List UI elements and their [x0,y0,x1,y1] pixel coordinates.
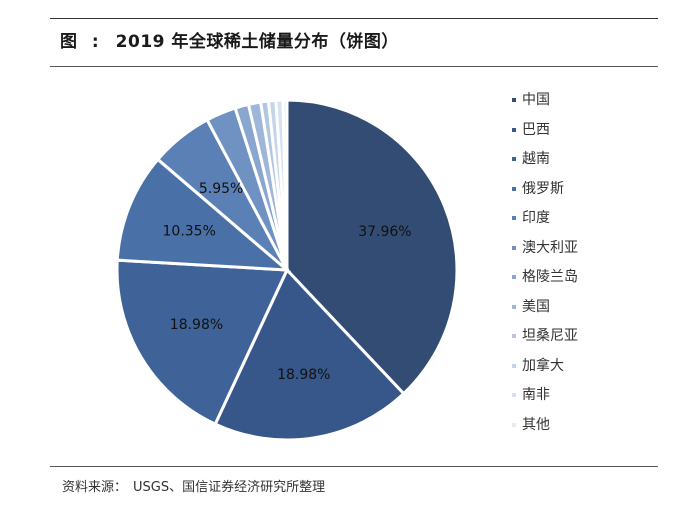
legend-label: 格陵兰岛 [522,269,578,285]
legend-label: 中国 [522,92,550,108]
legend-label: 美国 [522,298,550,315]
pie-slice-2 [115,258,290,427]
legend-label: 南非 [522,387,550,403]
pie-slice-label-2: 18.98% [170,317,223,333]
source-note: 资料来源： USGS、国信证券经济研究所整理 [62,476,325,495]
figure-title-text: 2019 年全球稀土储量分布（饼图） [115,32,399,52]
legend-item: 美国 [512,297,578,327]
legend-item: 加拿大 [512,356,578,386]
pie-slice-11 [281,98,289,271]
legend-label: 澳大利亚 [522,239,578,256]
pie-slice-label-1: 18.98% [277,367,330,383]
footer-rule [50,466,658,467]
legend-swatch [512,304,516,309]
legend-swatch [512,157,516,161]
pie-slice-label-3: 10.35% [163,224,216,240]
legend-swatch [512,393,516,397]
legend-swatch [512,245,516,250]
top-rule [50,18,658,19]
pie-slice-0 [285,98,459,396]
pie-slice-label-0: 37.96% [358,224,411,240]
legend-item: 格陵兰岛 [512,267,578,297]
legend-swatch [512,422,516,427]
source-text: USGS、国信证券经济研究所整理 [133,480,326,495]
pie-slice-3 [115,157,292,272]
pie-slice-1 [213,267,406,442]
legend-item: 越南 [512,149,578,179]
legend-label: 加拿大 [522,357,564,374]
legend-label: 坦桑尼亚 [522,328,578,344]
legend-item: 中国 [512,90,578,120]
legend-swatch [512,186,516,191]
legend-label: 巴西 [522,121,550,138]
figure-title-colon: : [91,32,100,52]
legend-swatch [512,275,516,279]
source-label: 资料来源： [62,480,128,495]
legend-item: 巴西 [512,120,578,150]
pie-slice-label-4: 5.95% [199,181,243,197]
chart-legend: 中国巴西越南俄罗斯印度澳大利亚格陵兰岛美国坦桑尼亚加拿大南非其他 [512,90,578,444]
figure-title: 图 : 2019 年全球稀土储量分布（饼图） [60,27,399,52]
legend-item: 其他 [512,415,578,445]
legend-label: 其他 [522,416,550,433]
legend-item: 坦桑尼亚 [512,326,578,356]
legend-swatch [512,216,516,220]
legend-item: 澳大利亚 [512,238,578,268]
legend-swatch [512,127,516,132]
legend-label: 印度 [522,210,550,226]
figure-title-lead: 图 [60,32,78,52]
legend-item: 印度 [512,208,578,238]
title-rule [50,66,658,67]
legend-swatch [512,363,516,368]
legend-label: 俄罗斯 [522,180,564,197]
legend-item: 俄罗斯 [512,179,578,209]
legend-swatch [512,98,516,102]
legend-swatch [512,334,516,338]
legend-item: 南非 [512,385,578,415]
legend-label: 越南 [522,151,550,167]
